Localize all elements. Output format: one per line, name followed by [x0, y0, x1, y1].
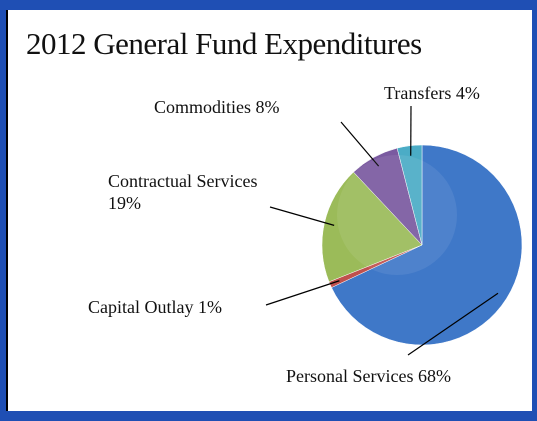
value-label: 1%: [197, 297, 222, 317]
leader-line: [269, 206, 335, 226]
value-label: 4%: [455, 83, 480, 103]
chart-title: 2012 General Fund Expenditures: [26, 26, 422, 61]
leader-line: [407, 292, 499, 356]
slice-label: Commodities 8%: [154, 96, 354, 118]
value-label: 8%: [255, 97, 280, 117]
pie-slice: [331, 144, 523, 346]
pie-slice: [396, 144, 423, 246]
slice-label: Transfers 4%: [384, 82, 534, 104]
value-label: 19%: [108, 193, 141, 213]
chart-panel: 2012 General Fund Expenditures Personal …: [6, 10, 532, 411]
category-label: Contractual Services: [108, 171, 258, 191]
chart: [265, 105, 523, 356]
slice-label: Capital Outlay 1%: [88, 296, 288, 318]
slice-label: Contractual Services 19%: [108, 170, 258, 214]
leader-line: [340, 121, 380, 167]
pie-shine: [337, 155, 457, 275]
value-label: 68%: [417, 366, 451, 386]
category-label: Transfers: [384, 83, 452, 103]
category-label: Commodities: [154, 97, 252, 117]
category-label: Personal Services: [286, 366, 414, 386]
slice-label: Personal Services 68%: [286, 365, 536, 387]
category-label: Capital Outlay: [88, 297, 194, 317]
leader-line: [265, 280, 340, 306]
